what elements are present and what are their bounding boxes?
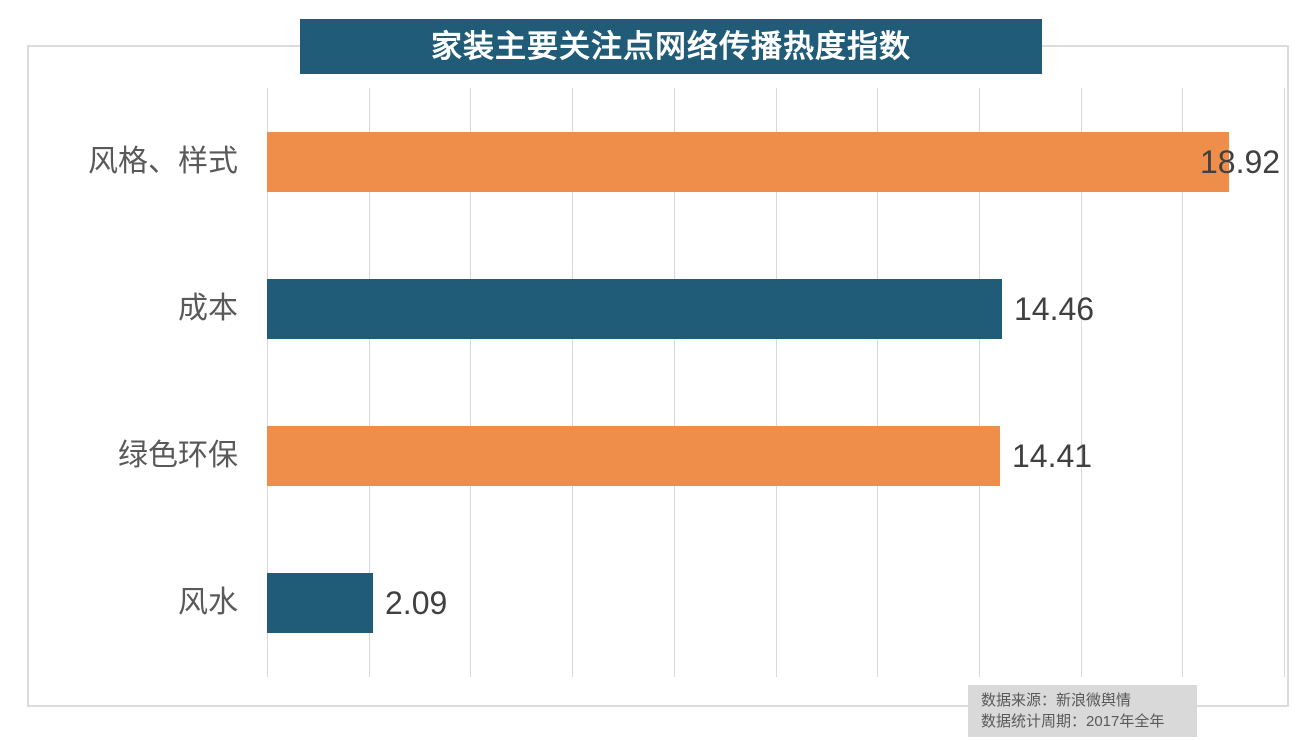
bar <box>267 426 1000 486</box>
gridline <box>979 88 980 677</box>
bar <box>267 279 1002 339</box>
source-note: 数据来源：新浪微舆情 数据统计周期：2017年全年 <box>968 685 1197 737</box>
plot-area: 18.92 14.46 14.41 2.09 <box>267 88 1285 677</box>
category-label: 风格、样式 <box>88 145 238 178</box>
gridline <box>674 88 675 677</box>
value-label: 2.09 <box>385 585 448 621</box>
value-label: 14.46 <box>1014 291 1095 327</box>
gridline <box>1081 88 1082 677</box>
gridline <box>1284 88 1285 677</box>
category-label: 风水 <box>178 586 238 619</box>
category-label: 绿色环保 <box>118 439 238 472</box>
source-line-2: 数据统计周期：2017年全年 <box>981 713 1165 730</box>
gridline <box>369 88 370 677</box>
gridline <box>572 88 573 677</box>
bar <box>267 573 373 633</box>
source-line-1: 数据来源：新浪微舆情 <box>981 692 1132 709</box>
value-label: 18.92 <box>1200 144 1281 180</box>
gridline <box>776 88 777 677</box>
chart-title: 家装主要关注点网络传播热度指数 <box>300 19 1042 74</box>
bar <box>267 132 1229 192</box>
gridline <box>1182 88 1183 677</box>
gridline <box>877 88 878 677</box>
gridline <box>267 88 268 677</box>
value-label: 14.41 <box>1012 438 1093 474</box>
category-label: 成本 <box>178 292 238 325</box>
gridline <box>470 88 471 677</box>
